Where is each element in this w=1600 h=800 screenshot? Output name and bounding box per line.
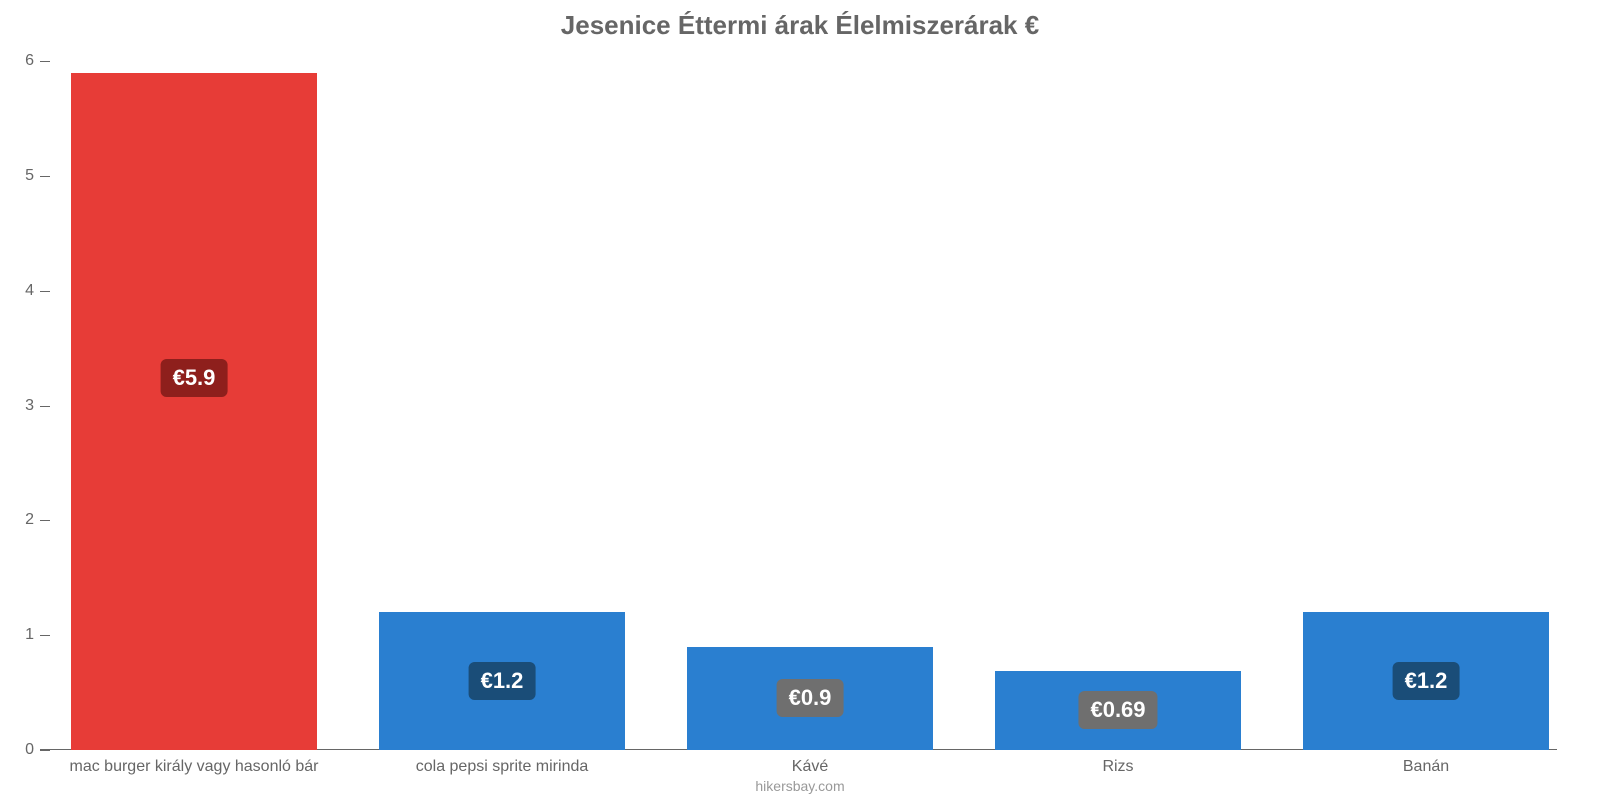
- bar-value-label: €0.69: [1078, 691, 1157, 729]
- bar-value-label: €0.9: [777, 679, 844, 717]
- y-tick-mark: [40, 520, 50, 521]
- x-tick-label: mac burger király vagy hasonló bár: [69, 758, 318, 776]
- y-tick-label: 2: [4, 511, 34, 529]
- y-tick-label: 3: [4, 397, 34, 415]
- bar: [71, 73, 317, 750]
- bar-value-label: €1.2: [469, 662, 536, 700]
- y-tick-label: 6: [4, 52, 34, 70]
- attribution-text: hikersbay.com: [0, 778, 1600, 794]
- y-tick-mark: [40, 635, 50, 636]
- x-tick-label: cola pepsi sprite mirinda: [416, 758, 589, 776]
- y-tick-label: 4: [4, 282, 34, 300]
- plot-area: 0123456€5.9mac burger király vagy hasonl…: [40, 50, 1580, 750]
- y-tick-mark: [40, 291, 50, 292]
- y-tick-label: 1: [4, 626, 34, 644]
- price-chart: Jesenice Éttermi árak Élelmiszerárak € 0…: [0, 0, 1600, 800]
- x-tick-label: Banán: [1403, 758, 1449, 776]
- y-tick-mark: [40, 750, 50, 751]
- x-tick-label: Kávé: [792, 758, 828, 776]
- y-tick-label: 0: [4, 741, 34, 759]
- y-tick-mark: [40, 61, 50, 62]
- bar-value-label: €1.2: [1393, 662, 1460, 700]
- bar-value-label: €5.9: [161, 359, 228, 397]
- x-tick-label: Rizs: [1102, 758, 1133, 776]
- chart-title: Jesenice Éttermi árak Élelmiszerárak €: [0, 10, 1600, 41]
- y-tick-label: 5: [4, 167, 34, 185]
- y-tick-mark: [40, 406, 50, 407]
- y-tick-mark: [40, 176, 50, 177]
